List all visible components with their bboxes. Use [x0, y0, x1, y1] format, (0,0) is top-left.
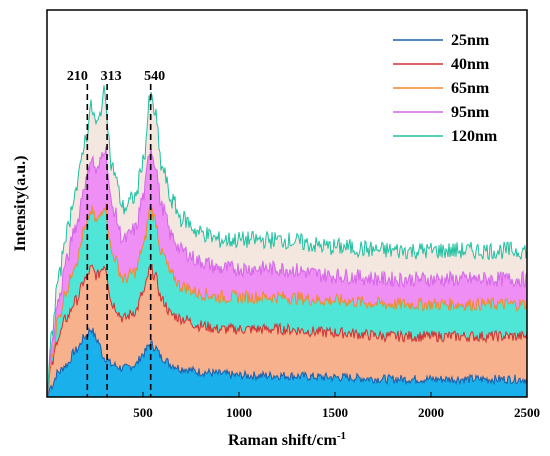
legend-label-65nm: 65nm: [451, 80, 490, 97]
peak-label-210: 210: [67, 69, 88, 84]
series-line-95nm: [46, 146, 528, 398]
x-axis-label-superscript: -1: [337, 430, 346, 442]
y-axis-label: Intensity(a.u.): [12, 155, 29, 251]
x-tick-label-1000: 1000: [226, 405, 252, 420]
x-axis-ticks: 500 1000 1500 2000 2500: [133, 392, 540, 420]
legend-label-95nm: 95nm: [451, 104, 490, 121]
legend-label-40nm: 40nm: [451, 56, 490, 73]
plot-frame: [46, 9, 528, 398]
x-tick-label-500: 500: [133, 405, 153, 420]
series-line-65nm: [46, 203, 528, 398]
peak-label-313: 313: [101, 69, 122, 84]
series-area-40nm: [47, 265, 527, 397]
legend-label-120nm: 120nm: [451, 128, 498, 145]
x-axis-label: Raman shift/cm-1: [228, 430, 346, 449]
series-line-120nm: [46, 85, 528, 398]
x-tick-label-2000: 2000: [418, 405, 444, 420]
x-axis-label-text: Raman shift/cm: [228, 432, 338, 449]
series-line-40nm: [46, 263, 528, 398]
series-line-25nm: [46, 327, 528, 398]
x-tick-label-2500: 2500: [514, 405, 540, 420]
peak-markers: 210 313 540: [67, 69, 165, 397]
legend-label-25nm: 25nm: [451, 32, 490, 49]
series-area-25nm: [47, 327, 527, 397]
series-areas: [46, 85, 528, 398]
legend: 25nm 40nm 65nm 95nm 120nm: [393, 32, 498, 145]
x-tick-label-1500: 1500: [322, 405, 348, 420]
peak-label-540: 540: [144, 69, 165, 84]
